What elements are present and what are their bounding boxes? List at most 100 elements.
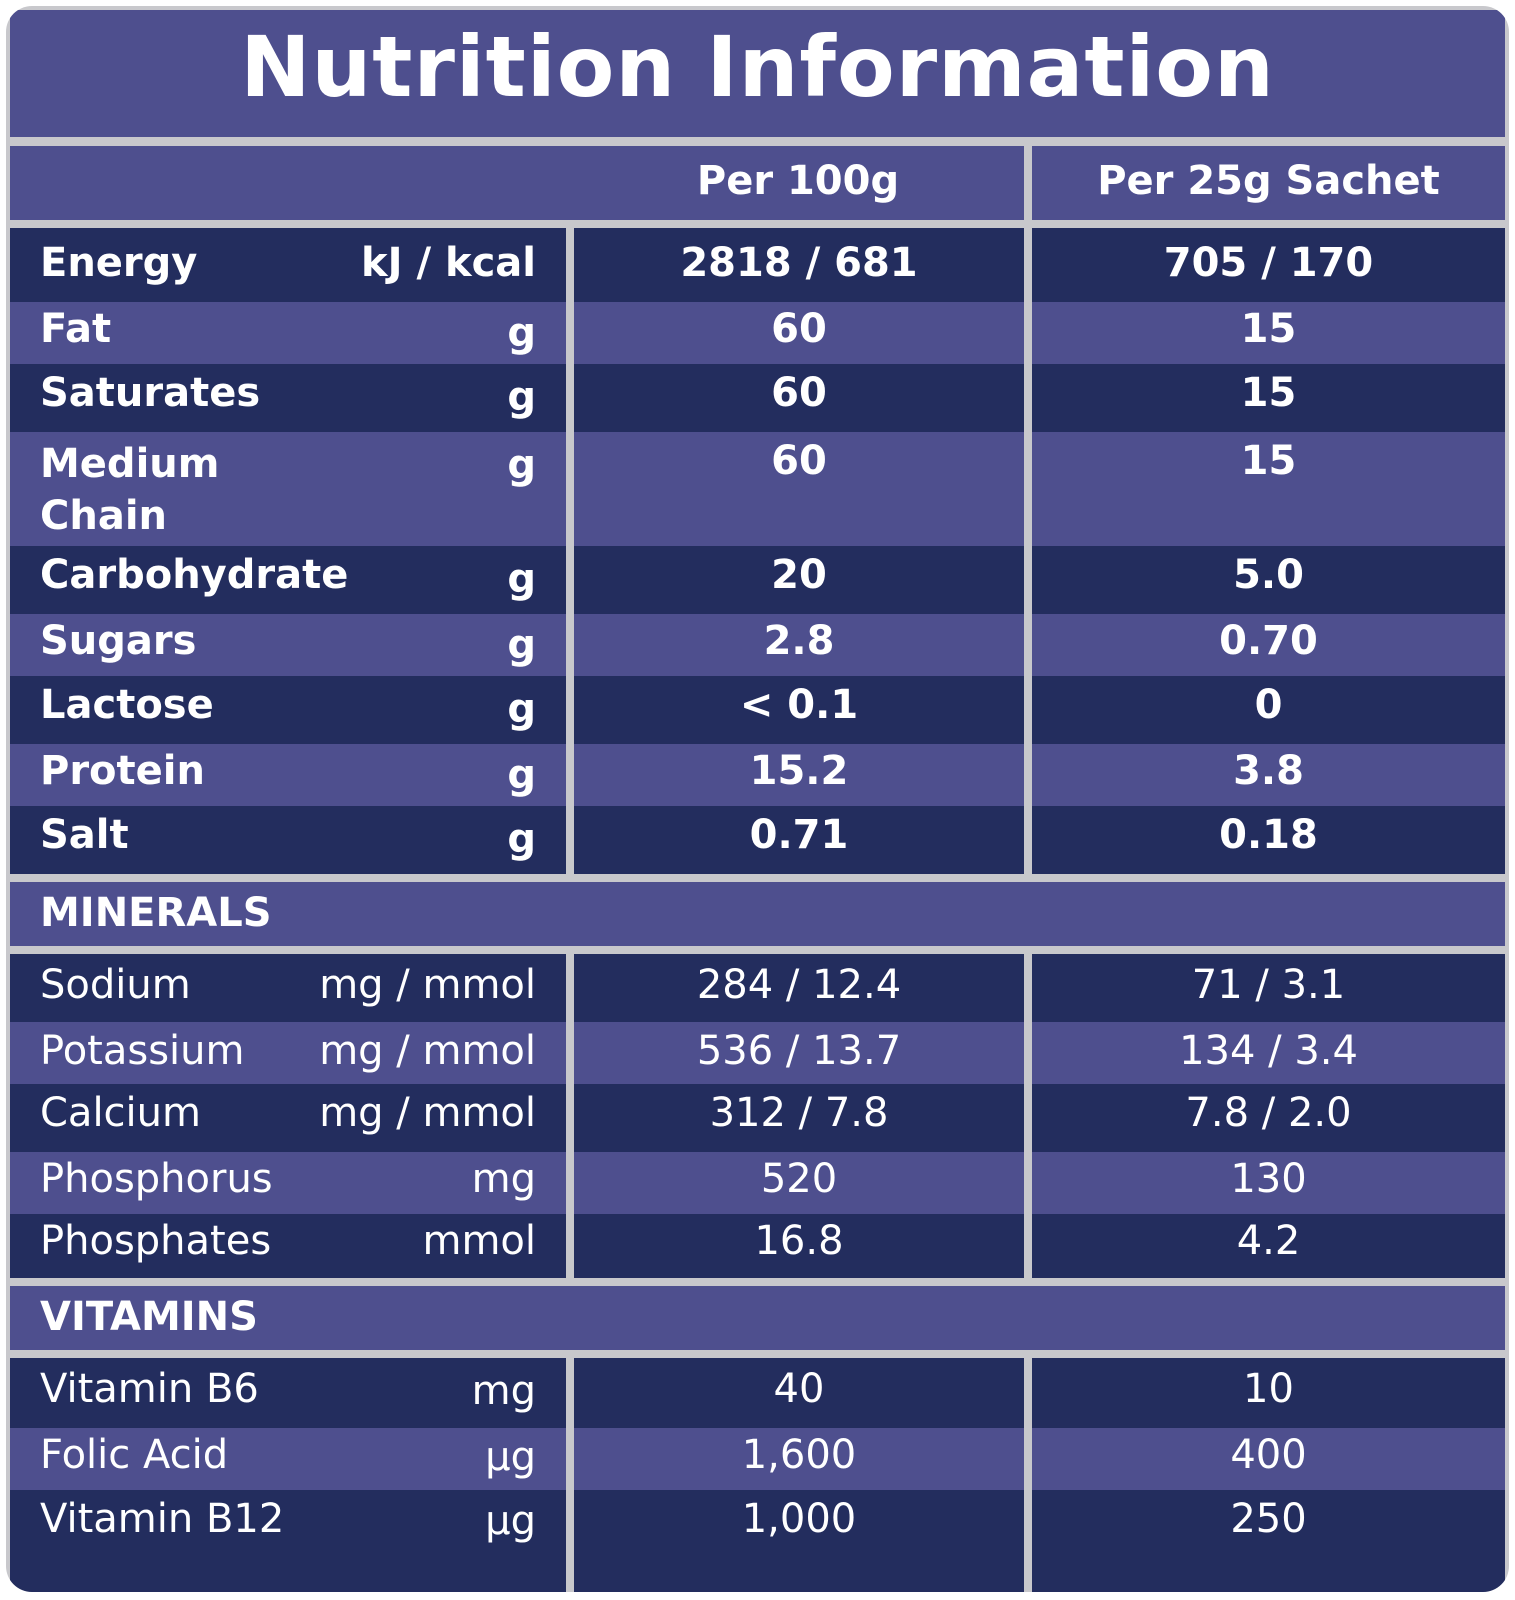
row-unit: g — [507, 374, 536, 420]
row-unit: g — [507, 816, 536, 862]
table-row: Calcium mg / mmol — [10, 1084, 566, 1152]
row-label: Phosphates — [40, 1218, 272, 1264]
row-label: Phosphorus — [40, 1156, 273, 1202]
value-per-sachet: 3.8 — [1233, 748, 1304, 794]
minerals-per-sachet-column: 71 / 3.1 134 / 3.4 7.8 / 2.0 130 4.2 — [1032, 954, 1505, 1278]
row-unit: mg — [471, 1156, 536, 1202]
table-cell: 130 — [1032, 1152, 1505, 1214]
table-cell: 40 — [574, 1358, 1024, 1428]
value-per-sachet: 250 — [1230, 1496, 1307, 1542]
value-per100: 312 / 7.8 — [709, 1090, 889, 1136]
value-per100: < 0.1 — [739, 682, 859, 728]
table-cell: 0 — [1032, 676, 1505, 744]
table-cell: 284 / 12.4 — [574, 954, 1024, 1022]
row-unit: mg / mmol — [319, 962, 536, 1008]
table-row: Potassium mg / mmol — [10, 1022, 566, 1084]
row-unit: g — [507, 556, 536, 602]
title-bar: Nutrition Information — [10, 10, 1505, 137]
value-per-sachet: 0.70 — [1219, 618, 1318, 664]
row-unit: g — [507, 686, 536, 732]
table-cell: 15 — [1032, 302, 1505, 364]
table-row: Phosphorus mg — [10, 1152, 566, 1214]
table-cell: 15 — [1032, 432, 1505, 546]
value-per100: 15.2 — [749, 748, 849, 794]
table-row: Energy kJ / kcal — [10, 228, 566, 302]
table-cell: 1,600 — [574, 1428, 1024, 1490]
row-unit: g — [507, 310, 536, 356]
table-cell: 400 — [1032, 1428, 1505, 1490]
table-cell: 0.18 — [1032, 806, 1505, 874]
row-unit: µg — [485, 1498, 536, 1544]
macros-per-sachet-column: 705 / 170 15 15 15 5.0 0.70 0 3.8 0.18 — [1032, 228, 1505, 874]
row-label: Folic Acid — [40, 1432, 229, 1478]
minerals-section-header: MINERALS — [10, 882, 1505, 946]
table-row: Sugars g — [10, 614, 566, 676]
minerals-per100-column: 284 / 12.4 536 / 13.7 312 / 7.8 520 16.8 — [574, 954, 1024, 1278]
column-header-row: Per 100g Per 25g Sachet — [10, 146, 1505, 220]
row-label: Sodium — [40, 962, 191, 1008]
value-per-sachet: 4.2 — [1236, 1218, 1301, 1264]
row-unit: g — [507, 622, 536, 668]
value-per100: 16.8 — [754, 1218, 844, 1264]
table-cell: 4.2 — [1032, 1214, 1505, 1278]
table-row: Vitamin B6 mg — [10, 1358, 566, 1428]
row-label: Fat — [40, 306, 112, 352]
row-label: Calcium — [40, 1090, 201, 1136]
value-per100: 20 — [771, 552, 827, 598]
header-cell-per100: Per 100g — [10, 146, 1024, 220]
value-per-sachet: 10 — [1243, 1366, 1294, 1412]
macros-label-column: Energy kJ / kcal Fat g Saturates g Mediu… — [10, 228, 566, 874]
value-per100: 60 — [771, 306, 827, 352]
header-per-sachet: Per 25g Sachet — [1097, 158, 1440, 204]
value-per-sachet: 5.0 — [1233, 552, 1304, 598]
table-cell: 250 — [1032, 1490, 1505, 1592]
vitamins-per-sachet-column: 10 400 250 — [1032, 1358, 1505, 1592]
table-cell: 520 — [574, 1152, 1024, 1214]
table-row: Phosphates mmol — [10, 1214, 566, 1278]
table-cell: 705 / 170 — [1032, 228, 1505, 302]
table-cell: 2.8 — [574, 614, 1024, 676]
row-label: Vitamin B12 — [40, 1496, 285, 1542]
value-per100: 40 — [773, 1366, 825, 1412]
value-per-sachet: 134 / 3.4 — [1179, 1028, 1358, 1074]
table-row: Medium Chain Triglycerides g — [10, 432, 566, 591]
table-cell: 536 / 13.7 — [574, 1022, 1024, 1084]
table-cell: 2818 / 681 — [574, 228, 1024, 302]
vitamins-table: Vitamin B6 mg Folic Acid µg Vitamin B12 … — [10, 1358, 1505, 1592]
value-per100: 284 / 12.4 — [696, 962, 902, 1008]
table-cell: 60 — [574, 302, 1024, 364]
value-per-sachet: 0.18 — [1219, 812, 1318, 858]
value-per-sachet: 705 / 170 — [1163, 240, 1374, 286]
minerals-heading: MINERALS — [40, 890, 272, 936]
table-cell: 10 — [1032, 1358, 1505, 1428]
vitamins-label-column: Vitamin B6 mg Folic Acid µg Vitamin B12 … — [10, 1358, 566, 1592]
table-cell: 0.71 — [574, 806, 1024, 874]
table-cell: 15 — [1032, 364, 1505, 432]
table-cell: 5.0 — [1032, 546, 1505, 614]
vitamins-section-header: VITAMINS — [10, 1286, 1505, 1350]
macros-per100-column: 2818 / 681 60 60 60 20 2.8 < 0.1 15.2 0.… — [574, 228, 1024, 874]
row-unit: g — [507, 752, 536, 798]
row-unit: mg / mmol — [319, 1028, 536, 1074]
value-per-sachet: 0 — [1254, 682, 1283, 728]
value-per100: 60 — [771, 438, 827, 484]
minerals-label-column: Sodium mg / mmol Potassium mg / mmol Cal… — [10, 954, 566, 1278]
table-cell: 15.2 — [574, 744, 1024, 806]
value-per100: 2.8 — [763, 618, 835, 664]
value-per100: 536 / 13.7 — [696, 1028, 902, 1074]
minerals-table: Sodium mg / mmol Potassium mg / mmol Cal… — [10, 954, 1505, 1278]
row-unit: kJ / kcal — [361, 240, 536, 286]
value-per100: 520 — [760, 1156, 838, 1202]
header-per100: Per 100g — [696, 158, 900, 204]
row-label: Protein — [40, 748, 205, 794]
table-cell: 1,000 — [574, 1490, 1024, 1592]
nutrition-panel: Nutrition Information Per 100g Per 25g S… — [6, 6, 1509, 1592]
vitamins-heading: VITAMINS — [40, 1294, 258, 1340]
table-cell: 16.8 — [574, 1214, 1024, 1278]
table-cell: 71 / 3.1 — [1032, 954, 1505, 1022]
value-per-sachet: 7.8 / 2.0 — [1185, 1090, 1352, 1136]
table-cell: 3.8 — [1032, 744, 1505, 806]
value-per100: 1,000 — [741, 1496, 857, 1542]
table-row: Carbohydrate g — [10, 546, 566, 614]
vitamins-per100-column: 40 1,600 1,000 — [574, 1358, 1024, 1592]
